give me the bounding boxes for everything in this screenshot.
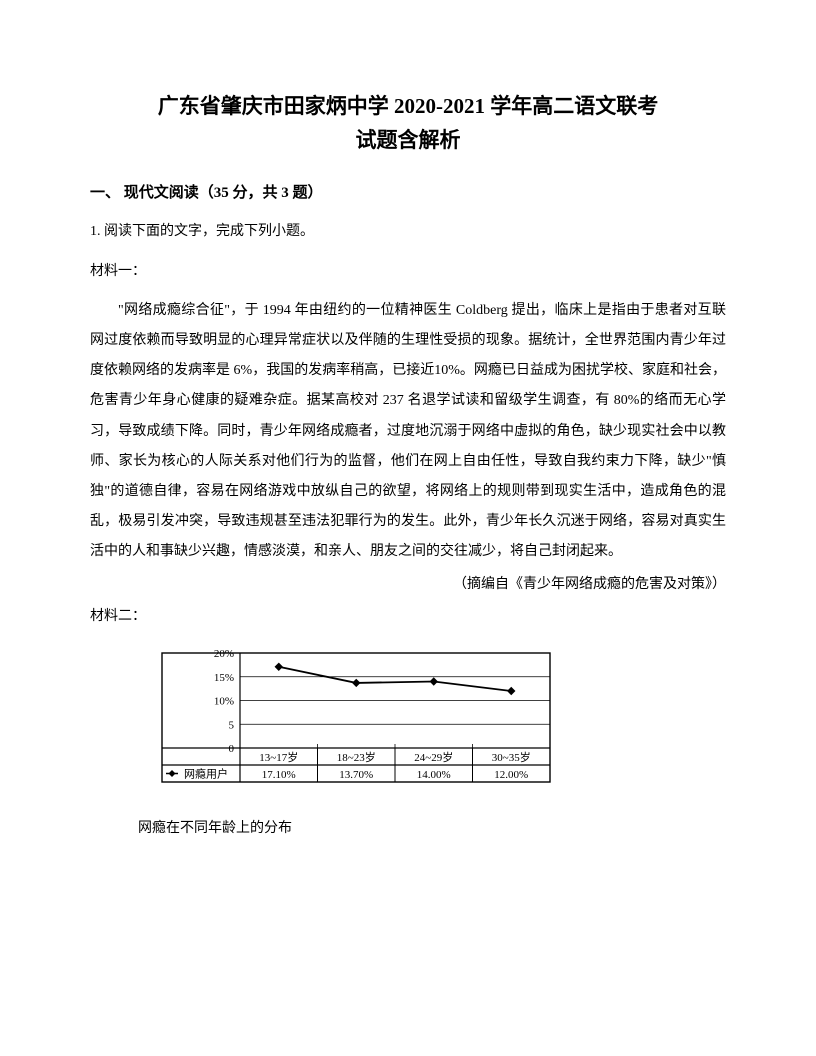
material-1-label: 材料一： <box>90 258 726 286</box>
line-chart: 0 5 10% 15% 20% 13~17岁 18~23岁 24~29岁 30~35岁 17.10… <box>130 643 570 803</box>
svg-text:13~17岁: 13~17岁 <box>259 750 298 764</box>
chart-caption: 网瘾在不同年龄上的分布 <box>138 815 726 843</box>
svg-text:13.70%: 13.70% <box>339 769 373 781</box>
section-heading: 一、 现代文阅读（35 分，共 3 题） <box>90 181 726 202</box>
svg-text:14.00%: 14.00% <box>417 769 451 781</box>
chart-container: 0 5 10% 15% 20% 13~17岁 18~23岁 24~29岁 30~35岁 17.10… <box>130 643 726 803</box>
svg-text:10%: 10% <box>214 696 234 708</box>
svg-text:20%: 20% <box>214 648 234 660</box>
material-2-label: 材料二： <box>90 603 726 631</box>
material-1-body: "网络成瘾综合征"，于 1994 年由纽约的一位精神医生 Coldberg 提出… <box>90 296 726 567</box>
svg-text:24~29岁: 24~29岁 <box>414 750 453 764</box>
question-lead: 1. 阅读下面的文字，完成下列小题。 <box>90 218 726 246</box>
title-line-1: 广东省肇庆市田家炳中学 2020-2021 学年高二语文联考 <box>158 94 659 118</box>
title-line-2: 试题含解析 <box>356 128 461 152</box>
svg-text:12.00%: 12.00% <box>494 769 528 781</box>
page-title: 广东省肇庆市田家炳中学 2020-2021 学年高二语文联考 试题含解析 <box>90 90 726 157</box>
svg-text:网瘾用户: 网瘾用户 <box>184 767 228 781</box>
svg-text:5: 5 <box>229 719 235 731</box>
svg-text:18~23岁: 18~23岁 <box>337 750 376 764</box>
material-1-citation: （摘编自《青少年网络成瘾的危害及对策》） <box>90 571 726 599</box>
svg-text:17.10%: 17.10% <box>262 769 296 781</box>
svg-text:15%: 15% <box>214 672 234 684</box>
svg-text:0: 0 <box>229 743 235 755</box>
svg-text:30~35岁: 30~35岁 <box>492 750 531 764</box>
